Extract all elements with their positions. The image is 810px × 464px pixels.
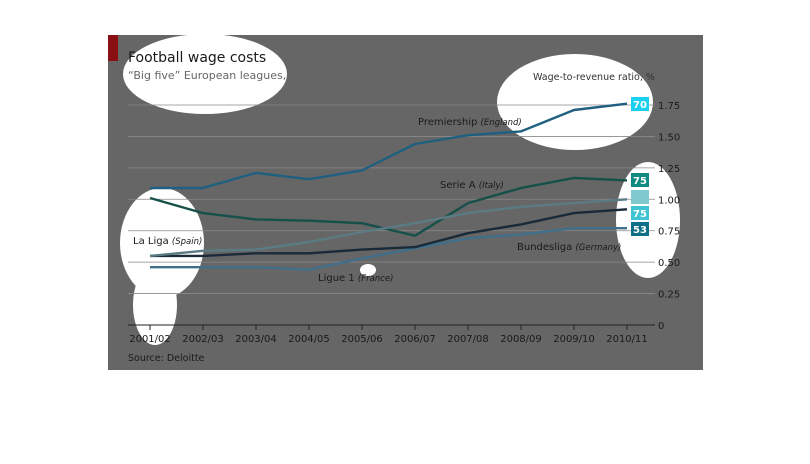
x-tick-label: 2010/11 <box>606 334 648 345</box>
y-axis: 0 0.25 0.50 0.75 1.00 1.25 1.50 1.75 <box>658 101 680 332</box>
series-line-bundesliga <box>150 226 627 271</box>
ratio-badge-box <box>631 190 649 204</box>
series-line-premiership <box>150 102 628 190</box>
x-tick-label: 2005/06 <box>341 334 383 345</box>
right-axis-label: Wage-to-revenue ratio, % <box>533 72 655 83</box>
ratio-badges: 70 75 53 75 <box>631 97 649 236</box>
ratio-badge-box <box>631 173 649 187</box>
ratio-badge-box <box>631 97 649 111</box>
brand-flag <box>108 35 118 61</box>
x-tick-label: 2007/08 <box>447 334 489 345</box>
chart-subtitle: “Big five” European leagues, €bn <box>128 69 311 82</box>
series-labels: Premiership (England) Serie A (Italy) Bund… <box>133 117 621 284</box>
series-line-serie-a <box>149 176 628 237</box>
y-tick-label: 0.50 <box>658 258 680 269</box>
chart-title: Football wage costs <box>128 50 266 66</box>
series-line-ligue-1 <box>149 198 628 258</box>
y-tick-label: 1.75 <box>658 101 680 112</box>
ratio-badge-value: 70 <box>633 100 647 111</box>
series-lines <box>149 102 628 271</box>
x-tick-label: 2003/04 <box>235 334 277 345</box>
ratio-badge: 75 <box>631 173 649 187</box>
series-label: Ligue 1 (France) <box>318 273 393 284</box>
small-highlight <box>360 264 376 276</box>
ratio-badge-value: 53 <box>633 225 647 236</box>
legend-highlight <box>497 54 653 150</box>
ratio-badge-box <box>631 222 649 236</box>
y-tick-label: 1.25 <box>658 164 680 175</box>
ratio-badge-value: 75 <box>633 176 647 187</box>
series-label: La Liga (Spain) <box>133 236 202 247</box>
x-tick-label: 2009/10 <box>553 334 595 345</box>
bottom-left-highlight <box>133 265 177 345</box>
y-tick-label: 0.75 <box>658 227 680 238</box>
series-label: Serie A (Italy) <box>440 180 504 191</box>
x-tick-label: 2008/09 <box>500 334 542 345</box>
y-tick-label: 0.25 <box>658 290 680 301</box>
left-highlight <box>120 188 204 298</box>
series-label: Bundesliga (Germany) <box>517 242 621 253</box>
series-label: Premiership (England) <box>418 117 522 128</box>
ratio-badge: 53 <box>631 222 649 236</box>
ratio-badge: 70 <box>631 97 649 111</box>
y-tick-label: 0 <box>658 321 664 332</box>
x-tick-label: 2004/05 <box>288 334 330 345</box>
y-tick-label: 1.00 <box>658 195 680 206</box>
title-highlight <box>123 34 287 114</box>
ratio-badge <box>631 190 649 204</box>
y-tick-label: 1.50 <box>658 132 680 143</box>
x-tick-label: 2002/03 <box>182 334 224 345</box>
ratio-badge: 75 <box>631 206 649 220</box>
x-axis: 2001/02 2002/03 2003/04 2004/05 2005/06 2006/… <box>129 325 648 345</box>
series-line-la-liga <box>150 208 628 258</box>
ratio-badge-box <box>631 206 649 220</box>
ratio-badge-value: 75 <box>633 209 647 220</box>
x-tick-label: 2001/02 <box>129 334 171 345</box>
chart-source: Source: Deloitte <box>128 353 205 364</box>
gridlines <box>128 104 655 326</box>
x-tick-label: 2006/07 <box>394 334 436 345</box>
